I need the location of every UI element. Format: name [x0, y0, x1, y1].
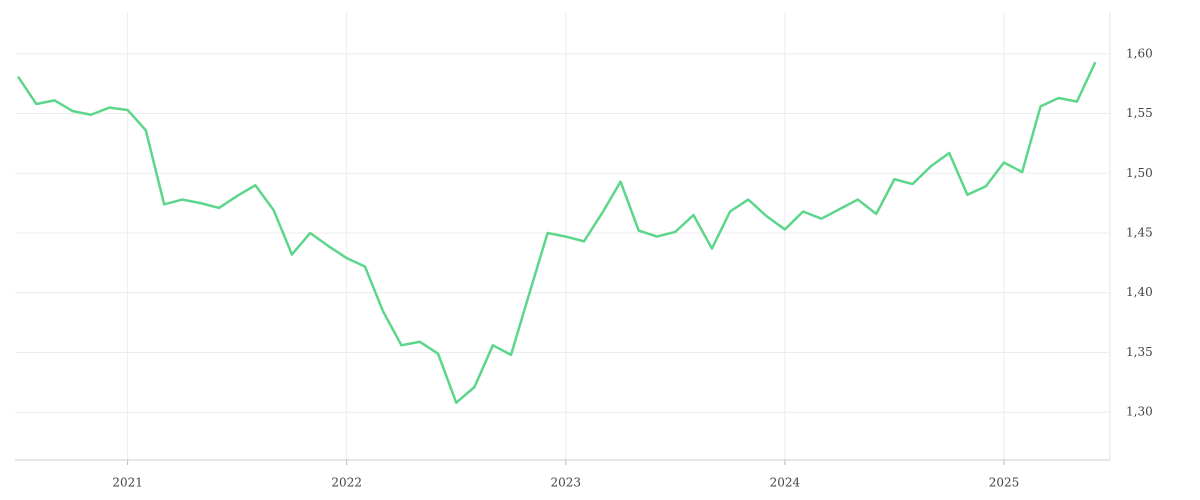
data-line	[17, 61, 1097, 404]
y-tick-label: 1,35	[1126, 345, 1153, 359]
y-tick-label: 1,45	[1126, 226, 1153, 240]
x-tick-label: 2023	[551, 476, 582, 490]
y-tick-label: 1,55	[1126, 106, 1153, 120]
y-tick-label: 1,40	[1126, 285, 1153, 299]
x-tick-label: 2022	[331, 476, 362, 490]
x-tick-label: 2025	[989, 476, 1020, 490]
y-tick-label: 1,30	[1126, 405, 1153, 419]
y-tick-label: 1,50	[1126, 166, 1153, 180]
x-tick-label: 2024	[770, 476, 801, 490]
x-tick-label: 2021	[112, 476, 143, 490]
y-tick-label: 1,60	[1126, 46, 1153, 60]
